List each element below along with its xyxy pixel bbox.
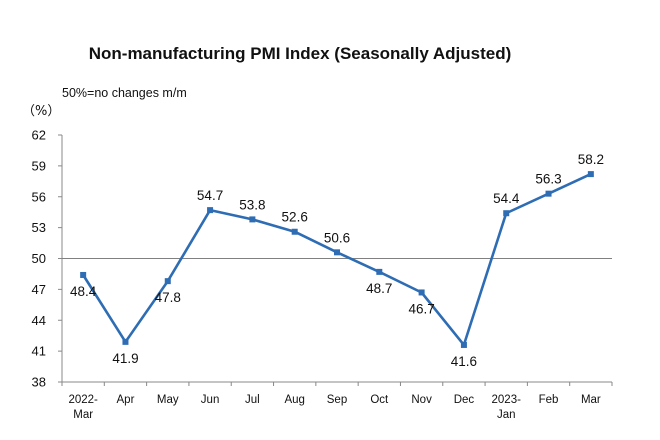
y-tick-label: 53 [32, 220, 46, 235]
x-tick-label: Apr [117, 394, 135, 406]
x-tick-label: Nov [411, 394, 432, 406]
x-tick-label: Jan [497, 409, 516, 421]
data-label: 56.3 [535, 172, 561, 187]
data-label: 48.7 [366, 281, 392, 296]
chart-title: Non-manufacturing PMI Index (Seasonally … [88, 44, 512, 63]
x-tick-label: Dec [454, 394, 475, 406]
data-label: 47.8 [155, 290, 181, 305]
data-point [80, 271, 87, 278]
y-tick-label: 47 [32, 282, 46, 297]
x-tick-label: Mar [73, 409, 93, 421]
y-tick-label: 62 [32, 128, 46, 143]
x-tick-label: May [157, 394, 179, 406]
data-label: 53.8 [239, 197, 265, 212]
data-label: 50.6 [324, 230, 350, 245]
data-label: 58.2 [578, 152, 604, 167]
x-tick-label: Mar [581, 394, 601, 406]
y-axis-unit-label: （%） [22, 104, 61, 119]
x-tick-label: Aug [284, 394, 304, 406]
data-point [164, 278, 171, 285]
chart-note: 50%=no changes m/m [62, 86, 187, 100]
x-tick-label: Oct [370, 394, 389, 406]
y-tick-label: 59 [32, 158, 46, 173]
x-tick-label: Feb [539, 394, 559, 406]
data-point [249, 216, 256, 223]
data-label: 52.6 [282, 210, 308, 225]
x-tick-label: Jul [245, 394, 260, 406]
data-label: 41.6 [451, 354, 477, 369]
y-tick-label: 50 [32, 251, 46, 266]
data-point [503, 210, 510, 217]
data-point [122, 338, 129, 345]
data-label: 41.9 [112, 351, 138, 366]
data-point [460, 341, 467, 348]
data-point [207, 207, 214, 214]
data-point [291, 228, 298, 235]
x-tick-label: Sep [327, 394, 347, 406]
y-tick-label: 44 [32, 313, 46, 328]
x-tick-label: 2022- [68, 394, 98, 406]
data-point [545, 190, 552, 197]
y-tick-label: 41 [32, 344, 46, 359]
x-tick-label: Jun [201, 394, 220, 406]
data-point [376, 268, 383, 275]
data-label: 48.4 [70, 284, 97, 299]
data-point [587, 171, 594, 178]
y-tick-label: 38 [32, 375, 46, 390]
x-tick-label: 2023- [492, 394, 522, 406]
data-label: 46.7 [408, 301, 434, 316]
data-label: 54.4 [493, 191, 520, 206]
y-tick-label: 56 [32, 189, 46, 204]
data-point [418, 289, 425, 296]
data-point [334, 249, 340, 256]
data-label: 54.7 [197, 188, 223, 203]
